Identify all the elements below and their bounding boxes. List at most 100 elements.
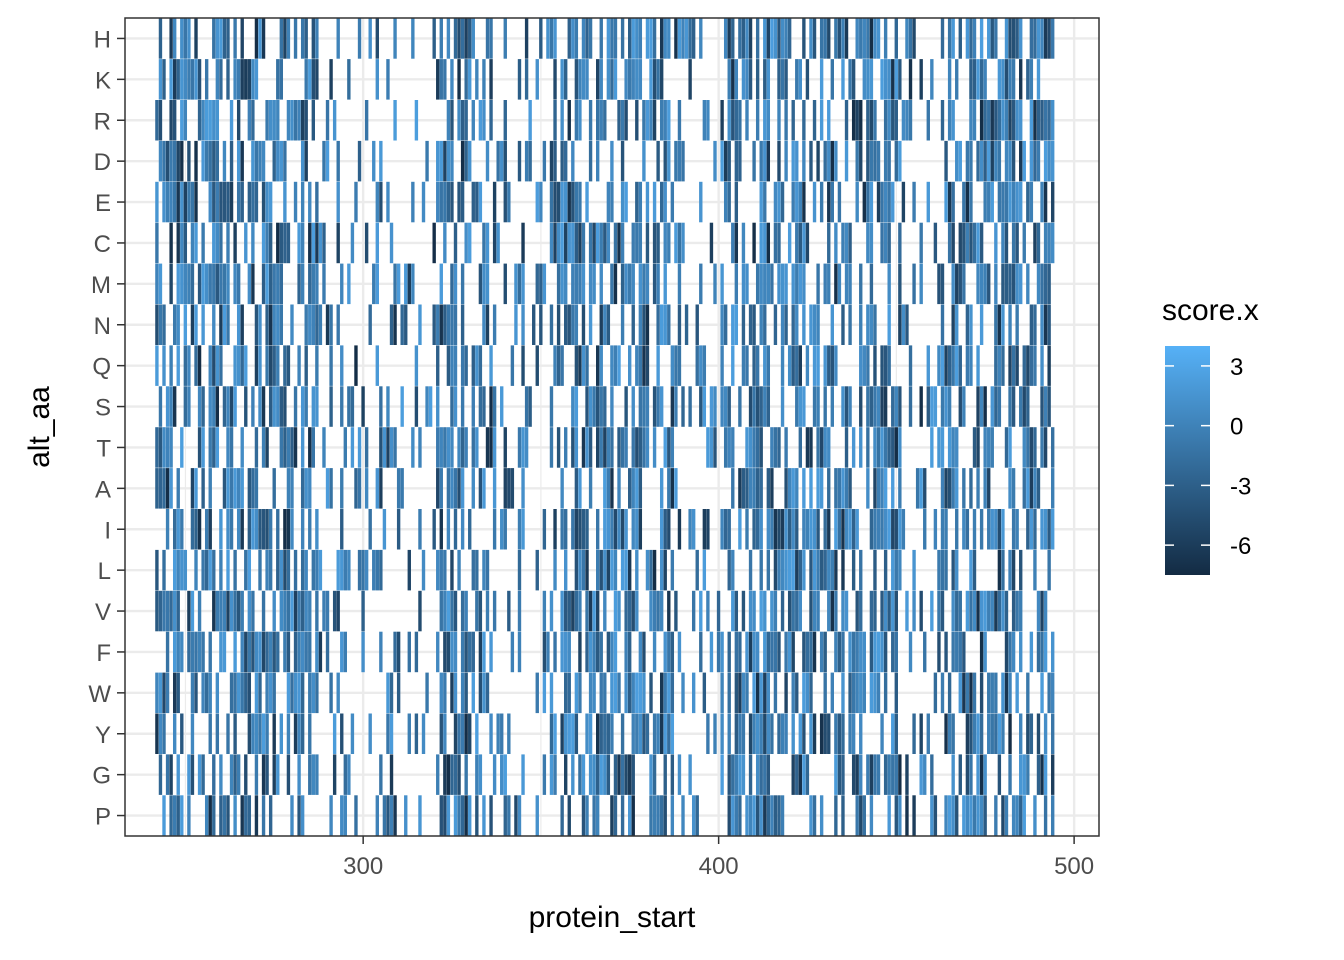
heatmap-cell — [212, 181, 216, 223]
heatmap-cell — [695, 345, 699, 386]
heatmap-cell — [261, 18, 266, 59]
heatmap-cell — [827, 427, 831, 468]
heatmap-cell — [564, 304, 568, 345]
heatmap-cell — [233, 590, 237, 632]
heatmap-cell — [624, 100, 628, 141]
heatmap-cell — [222, 263, 227, 305]
heatmap-cell — [802, 713, 806, 754]
heatmap-cell — [247, 713, 252, 754]
y-tick-label: T — [96, 435, 111, 462]
heatmap-cell — [1026, 263, 1030, 305]
heatmap-cell — [556, 304, 561, 345]
heatmap-cell — [628, 468, 632, 509]
heatmap-cell — [610, 509, 614, 550]
heatmap-cell — [599, 631, 603, 673]
heatmap-cell — [500, 140, 504, 182]
heatmap-cell — [475, 713, 479, 754]
heatmap-cell — [955, 795, 959, 836]
y-tick-label: Q — [92, 354, 111, 381]
heatmap-cell — [965, 590, 970, 632]
heatmap-cell — [699, 18, 703, 59]
heatmap-cell — [553, 549, 557, 591]
heatmap-cell — [219, 222, 223, 264]
heatmap-cell — [855, 100, 859, 141]
heatmap-cell — [304, 631, 308, 673]
heatmap-cell — [969, 100, 973, 141]
heatmap-cell — [926, 100, 930, 141]
heatmap-cell — [631, 509, 635, 550]
heatmap-cell — [304, 345, 308, 386]
heatmap-cell — [755, 427, 760, 468]
heatmap-cell — [222, 468, 227, 509]
heatmap-cell — [272, 590, 276, 632]
heatmap-cell — [727, 18, 731, 59]
heatmap-cell — [734, 795, 739, 836]
heatmap-cell — [844, 100, 849, 141]
heatmap-cell — [827, 590, 831, 632]
heatmap-cell — [812, 304, 817, 345]
heatmap-cell — [453, 468, 458, 509]
heatmap-cell — [741, 18, 746, 59]
heatmap-cell — [656, 304, 660, 345]
heatmap-cell — [866, 386, 870, 427]
heatmap-cell — [741, 59, 746, 100]
heatmap-cell — [233, 549, 237, 591]
heatmap-cell — [279, 18, 284, 59]
heatmap-cell — [819, 468, 824, 509]
heatmap-cell — [940, 509, 945, 550]
heatmap-cell — [542, 754, 547, 795]
heatmap-cell — [315, 304, 319, 345]
heatmap-cell — [176, 181, 180, 223]
heatmap-cell — [517, 509, 522, 550]
heatmap-cell — [247, 672, 252, 714]
heatmap-cell — [492, 386, 497, 427]
heatmap-cell — [325, 100, 330, 141]
heatmap-cell — [624, 754, 628, 795]
heatmap-cell — [631, 386, 635, 427]
heatmap-cell — [951, 590, 955, 632]
heatmap-cell — [613, 754, 618, 795]
heatmap-cell — [436, 427, 440, 468]
heatmap-cell — [752, 345, 756, 386]
heatmap-cell — [578, 549, 582, 591]
heatmap-cell — [443, 549, 447, 591]
heatmap-cell — [951, 345, 955, 386]
heatmap-cell — [393, 304, 397, 345]
heatmap-cell — [965, 140, 970, 182]
heatmap-cell — [823, 140, 827, 182]
heatmap-cell — [219, 263, 223, 305]
heatmap-cell — [617, 509, 621, 550]
heatmap-cell — [556, 181, 561, 223]
heatmap-cell — [244, 549, 248, 591]
heatmap-cell — [187, 59, 191, 100]
heatmap-cell — [460, 345, 465, 386]
heatmap-cell — [855, 181, 859, 223]
heatmap-cell — [460, 181, 465, 223]
heatmap-cell — [802, 549, 806, 591]
heatmap-cell — [204, 549, 209, 591]
heatmap-cell — [812, 345, 817, 386]
heatmap-cell — [300, 263, 305, 305]
heatmap-cell — [212, 427, 216, 468]
heatmap-cell — [560, 181, 564, 223]
heatmap-cell — [827, 468, 831, 509]
heatmap-cell — [1047, 140, 1051, 182]
heatmap-cell — [553, 140, 557, 182]
heatmap-cell — [1029, 181, 1034, 223]
heatmap-cell — [652, 754, 657, 795]
heatmap-cell — [944, 181, 948, 223]
heatmap-cell — [194, 222, 198, 264]
heatmap-cell — [510, 631, 515, 673]
heatmap-cell — [862, 18, 866, 59]
heatmap-cell — [1015, 18, 1019, 59]
heatmap-cell — [581, 509, 586, 550]
heatmap-cell — [791, 263, 795, 305]
heatmap-cell — [727, 754, 731, 795]
heatmap-cell — [947, 345, 952, 386]
heatmap-cell — [969, 549, 973, 591]
heatmap-cell — [254, 754, 259, 795]
heatmap-cell — [1008, 18, 1012, 59]
heatmap-cell — [947, 672, 952, 714]
heatmap-cell — [873, 140, 877, 182]
heatmap-cell — [624, 672, 628, 714]
